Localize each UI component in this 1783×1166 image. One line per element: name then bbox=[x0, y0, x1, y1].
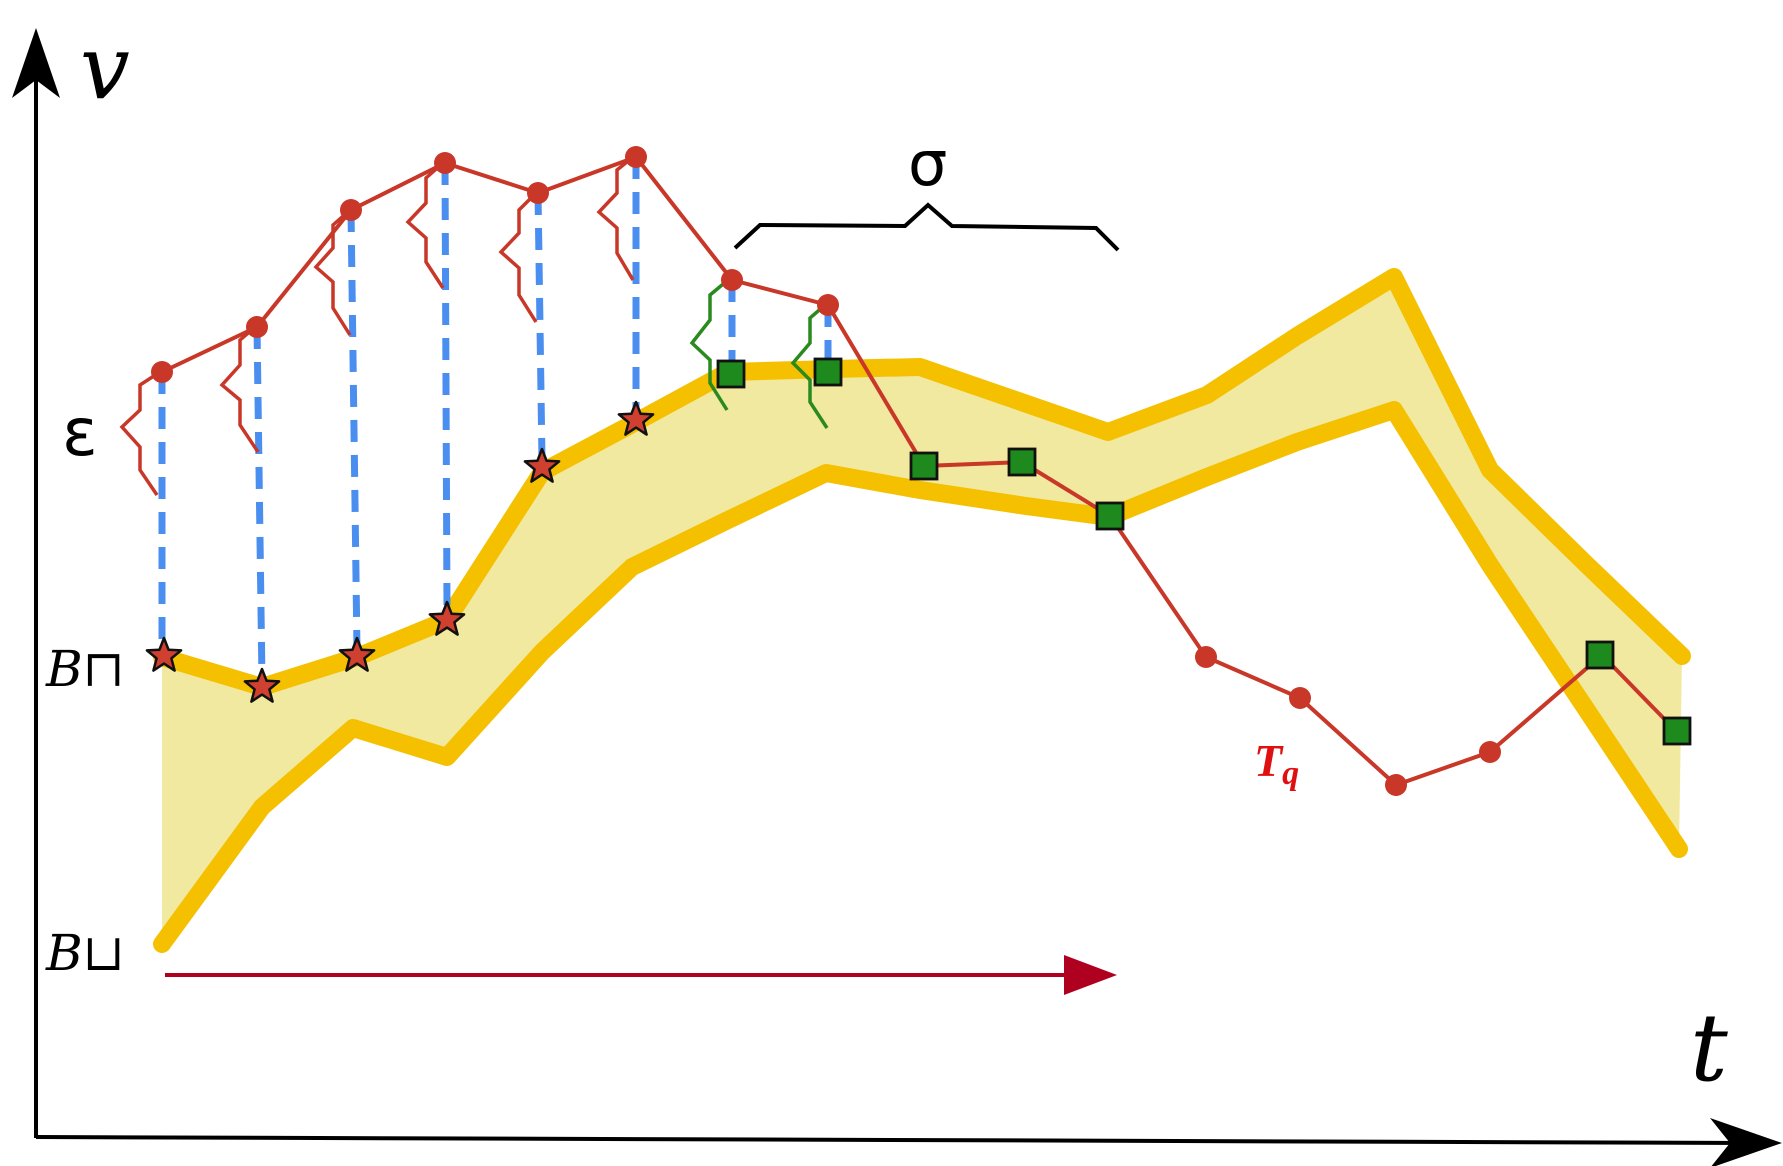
sigma-label: σ bbox=[908, 127, 947, 200]
t-axis-arrowhead bbox=[1710, 1118, 1782, 1166]
square-marker-icon bbox=[1095, 501, 1125, 531]
bound-band bbox=[153, 268, 1691, 953]
t-axis-line bbox=[35, 1135, 1751, 1145]
tq-dot bbox=[1385, 774, 1407, 796]
tq-label: Tq bbox=[1254, 735, 1299, 792]
match-line bbox=[534, 192, 546, 461]
tq-dot bbox=[1289, 687, 1311, 709]
epsilon-zigzag bbox=[405, 161, 445, 289]
epsilon-zigzag bbox=[498, 191, 538, 323]
tq-dot bbox=[340, 199, 362, 221]
epsilon-zigzag bbox=[219, 325, 260, 453]
t-axis-label: t bbox=[1690, 994, 1728, 1103]
green-zigzag bbox=[689, 278, 730, 411]
epsilon-zigzag bbox=[596, 155, 635, 281]
square-marker-icon bbox=[909, 451, 939, 481]
band-fill bbox=[162, 277, 1682, 944]
tq-label-sub: q bbox=[1282, 755, 1299, 792]
v-axis-label: v bbox=[80, 16, 130, 119]
epsilon-zigzag bbox=[313, 208, 352, 336]
upper-bound-line bbox=[153, 268, 1691, 696]
tq-dot bbox=[246, 316, 268, 338]
tq-dot bbox=[527, 182, 549, 204]
tq-dots bbox=[151, 146, 1501, 796]
match-line bbox=[441, 162, 451, 611]
tq-dot bbox=[1479, 741, 1501, 763]
green-zigzags bbox=[689, 278, 829, 429]
lower-bound-line bbox=[153, 401, 1688, 953]
sigma-brace bbox=[733, 202, 1120, 252]
tq-dot bbox=[434, 152, 456, 174]
square-marker-icon bbox=[716, 359, 746, 389]
epsilon-label: ε bbox=[62, 394, 98, 471]
direction-arrow bbox=[165, 955, 1117, 995]
square-marker-icon bbox=[1662, 716, 1692, 746]
tq-dot bbox=[817, 294, 839, 316]
match-line bbox=[253, 326, 266, 681]
tq-dot bbox=[1195, 646, 1217, 668]
square-marker-icon bbox=[1585, 640, 1615, 670]
axes bbox=[12, 28, 1782, 1166]
lower-bound-label: B⊔ bbox=[45, 924, 125, 982]
epsilon-zigzag bbox=[119, 370, 161, 496]
tq-dot bbox=[625, 146, 647, 168]
v-axis-arrowhead bbox=[12, 28, 60, 98]
direction-arrow-head bbox=[1064, 955, 1117, 995]
tq-label-main: T bbox=[1254, 735, 1284, 786]
tq-dot bbox=[151, 361, 173, 383]
square-marker-icon bbox=[813, 357, 843, 387]
green-zigzag bbox=[790, 303, 829, 429]
match-line bbox=[347, 209, 361, 651]
epsilon-zigzags bbox=[119, 155, 635, 496]
upper-bound-label: B⊓ bbox=[45, 640, 125, 698]
tq-dot bbox=[721, 269, 743, 291]
match-lines bbox=[158, 157, 832, 681]
square-marker-icon bbox=[1007, 447, 1037, 477]
